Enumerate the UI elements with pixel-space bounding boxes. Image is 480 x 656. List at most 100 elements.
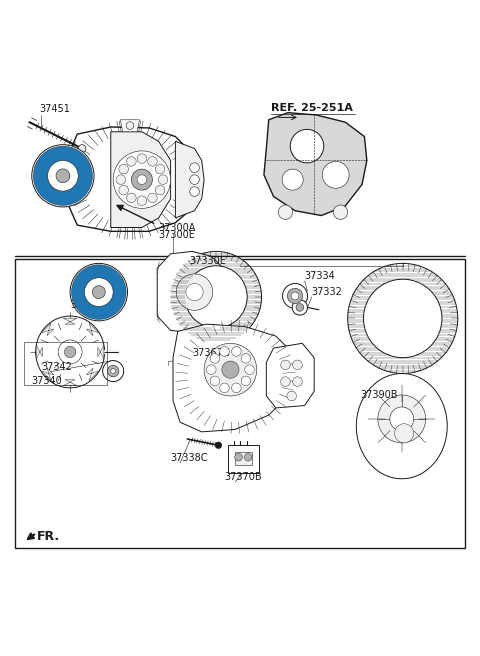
Text: 37390B: 37390B [360, 390, 398, 400]
Circle shape [132, 169, 153, 190]
Circle shape [190, 187, 199, 196]
Text: REF. 25-251A: REF. 25-251A [271, 102, 353, 113]
Text: 37451: 37451 [39, 104, 70, 113]
Polygon shape [266, 343, 314, 408]
Polygon shape [86, 323, 99, 336]
Circle shape [290, 129, 324, 163]
Ellipse shape [48, 161, 78, 191]
Circle shape [333, 205, 348, 219]
Ellipse shape [72, 265, 126, 319]
Text: 37367C: 37367C [192, 348, 230, 358]
Circle shape [288, 288, 303, 304]
Polygon shape [175, 141, 204, 218]
Circle shape [281, 377, 290, 386]
Polygon shape [264, 113, 367, 216]
Ellipse shape [84, 277, 113, 306]
Ellipse shape [348, 264, 458, 373]
Ellipse shape [75, 268, 123, 316]
Ellipse shape [185, 266, 247, 328]
Circle shape [215, 442, 222, 449]
Bar [24, 342, 108, 386]
Circle shape [241, 354, 251, 363]
Circle shape [222, 361, 239, 379]
Ellipse shape [170, 251, 262, 342]
Circle shape [190, 175, 199, 184]
Circle shape [244, 453, 252, 461]
Ellipse shape [76, 270, 121, 314]
Circle shape [287, 391, 297, 401]
Text: FR.: FR. [36, 530, 60, 543]
Circle shape [293, 360, 302, 369]
Circle shape [186, 283, 203, 300]
Circle shape [278, 205, 293, 219]
Circle shape [204, 343, 257, 396]
Circle shape [127, 157, 136, 166]
Circle shape [190, 163, 199, 173]
Circle shape [176, 274, 213, 310]
Bar [228, 445, 259, 473]
Text: 37321B: 37321B [70, 300, 108, 310]
Text: 37332: 37332 [312, 287, 343, 297]
Circle shape [291, 292, 299, 300]
Circle shape [148, 193, 157, 203]
Circle shape [390, 407, 414, 431]
Circle shape [137, 175, 147, 184]
Polygon shape [98, 345, 104, 359]
Ellipse shape [37, 150, 88, 201]
Circle shape [235, 453, 242, 461]
Circle shape [156, 186, 165, 195]
Circle shape [293, 377, 302, 386]
Ellipse shape [44, 156, 82, 195]
Polygon shape [356, 373, 447, 479]
Ellipse shape [73, 266, 124, 318]
Polygon shape [41, 323, 54, 336]
Circle shape [282, 169, 303, 190]
Bar [235, 452, 252, 465]
Circle shape [245, 365, 254, 375]
Polygon shape [63, 380, 77, 386]
Text: 37300E: 37300E [158, 230, 195, 240]
Circle shape [103, 361, 124, 382]
Polygon shape [157, 251, 221, 333]
Polygon shape [120, 120, 140, 132]
Polygon shape [36, 345, 42, 359]
Circle shape [111, 369, 116, 373]
Circle shape [119, 164, 129, 174]
Ellipse shape [70, 264, 128, 321]
Circle shape [231, 346, 241, 356]
Circle shape [148, 157, 157, 166]
Circle shape [378, 395, 426, 443]
Circle shape [323, 161, 349, 188]
Circle shape [116, 175, 126, 184]
Circle shape [241, 376, 251, 386]
Circle shape [137, 154, 147, 163]
Circle shape [108, 365, 119, 377]
Text: 37340: 37340 [32, 377, 62, 386]
Polygon shape [68, 127, 194, 232]
Circle shape [395, 424, 414, 443]
Circle shape [78, 145, 86, 152]
Circle shape [137, 196, 147, 205]
Text: 37300A: 37300A [158, 223, 196, 234]
Circle shape [283, 283, 308, 308]
Ellipse shape [39, 152, 86, 199]
Bar [15, 258, 465, 548]
Circle shape [281, 360, 290, 369]
Polygon shape [86, 368, 99, 380]
Circle shape [127, 193, 136, 203]
Text: 37338C: 37338C [170, 453, 208, 463]
Circle shape [292, 300, 308, 315]
Ellipse shape [33, 146, 93, 205]
Ellipse shape [84, 277, 113, 306]
Ellipse shape [81, 274, 116, 310]
Text: 37342: 37342 [41, 362, 72, 372]
Ellipse shape [48, 161, 78, 191]
Ellipse shape [41, 154, 84, 197]
Ellipse shape [32, 145, 94, 207]
Ellipse shape [363, 279, 442, 358]
Circle shape [231, 383, 241, 393]
Circle shape [210, 354, 220, 363]
Text: 37370B: 37370B [225, 472, 262, 482]
Circle shape [113, 151, 170, 209]
Circle shape [126, 122, 134, 129]
